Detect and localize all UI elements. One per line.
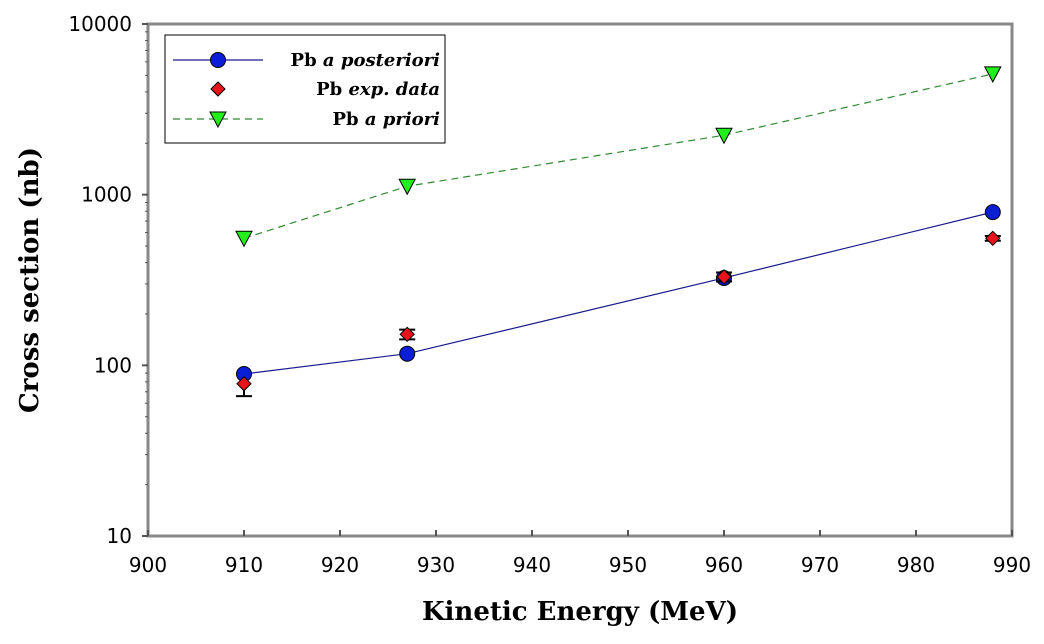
series-1 <box>236 230 1001 398</box>
legend-marker <box>210 81 226 97</box>
series-line <box>243 211 993 375</box>
y-tick-label: 100 <box>94 353 132 377</box>
x-tick-label: 990 <box>993 553 1031 577</box>
x-tick-label: 970 <box>801 553 839 577</box>
x-tick-label: 930 <box>417 553 455 577</box>
y-tick-label: 1000 <box>81 183 132 207</box>
legend-marker <box>210 52 226 68</box>
y-tick-label: 10000 <box>68 12 132 36</box>
x-axis-label: Kinetic Energy (MeV) <box>422 597 738 627</box>
legend-marker <box>209 111 227 129</box>
y-tick-label: 10 <box>107 524 132 548</box>
data-point <box>715 127 733 145</box>
data-point <box>984 204 1001 221</box>
x-tick-label: 920 <box>321 553 359 577</box>
x-tick-label: 910 <box>225 553 263 577</box>
legend-label: Pb a posteriori <box>291 50 441 71</box>
data-point <box>716 269 732 285</box>
series-2 <box>235 66 1002 248</box>
data-point <box>236 376 252 392</box>
series-line <box>243 73 993 239</box>
data-point <box>398 178 417 196</box>
x-tick-label: 980 <box>897 553 935 577</box>
data-point <box>399 345 416 362</box>
legend-label: Pb exp. data <box>316 79 440 100</box>
data-point <box>983 66 1002 83</box>
legend-label: Pb a priori <box>332 109 440 130</box>
legend-entry: Pb a priori <box>173 109 440 130</box>
data-point <box>235 230 253 248</box>
x-tick-label: 900 <box>129 553 167 577</box>
y-axis-label: Cross section (nb) <box>15 147 45 413</box>
x-tick-label: 960 <box>705 553 743 577</box>
data-point <box>399 326 415 343</box>
x-tick-label: 950 <box>609 553 647 577</box>
x-tick-label: 940 <box>513 553 551 577</box>
legend-entry: Pb exp. data <box>210 79 440 100</box>
legend-entry: Pb a posteriori <box>173 50 440 71</box>
data-point <box>985 230 1001 247</box>
